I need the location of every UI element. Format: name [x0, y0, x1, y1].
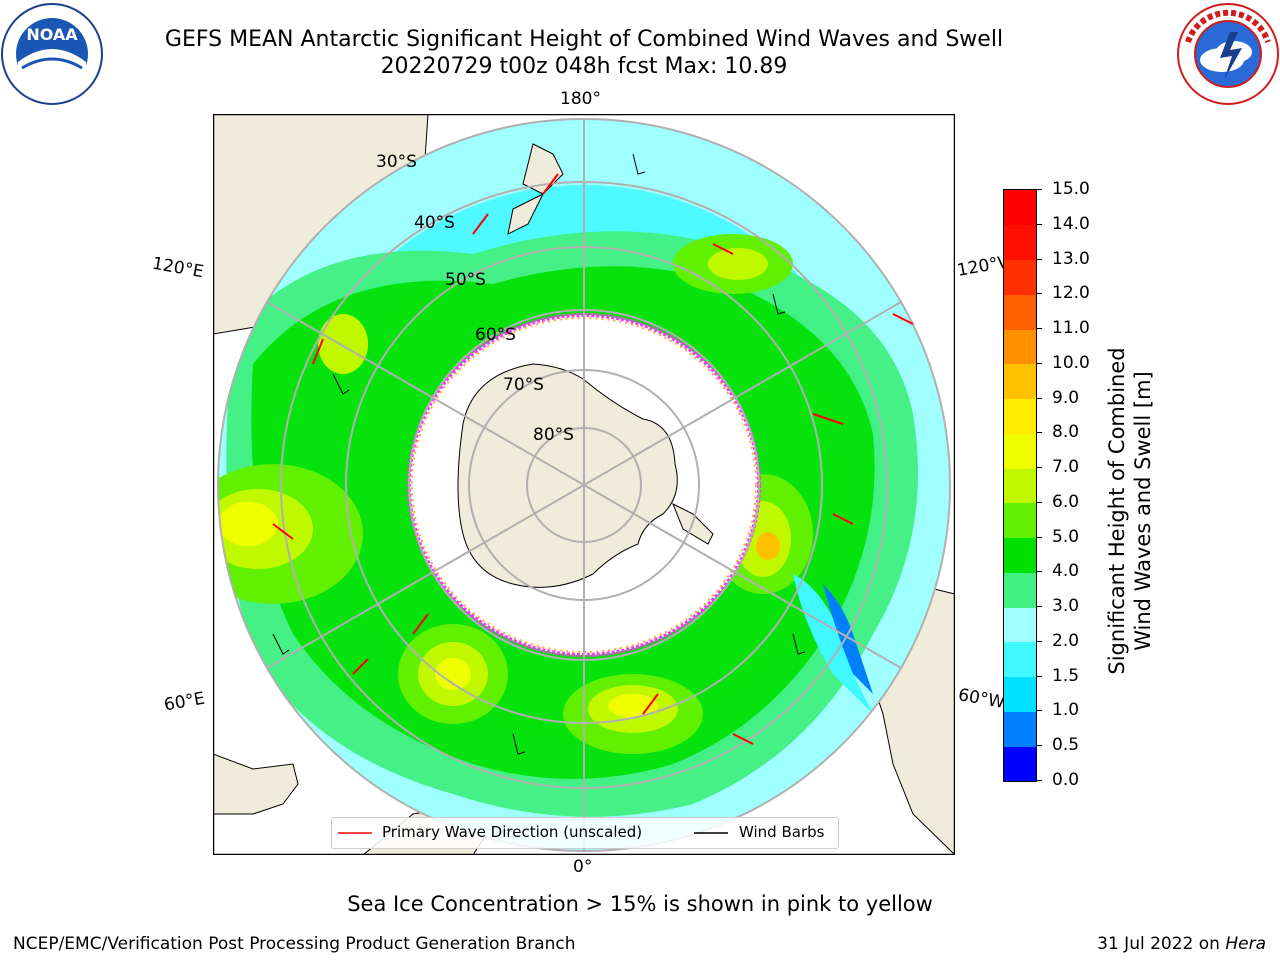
colorbar-tick — [1036, 745, 1042, 747]
footer-date: 31 Jul 2022 on Hera — [1097, 934, 1266, 954]
colorbar-title-line1: Significant Height of Combined — [1105, 347, 1129, 675]
colorbar-tick — [1036, 606, 1042, 608]
colorbar-segment — [1004, 572, 1036, 608]
colorbar-segment — [1004, 676, 1036, 712]
colorbar-tick-label: 5.0 — [1052, 526, 1080, 547]
colorbar-segment — [1004, 641, 1036, 678]
map — [212, 113, 956, 857]
colorbar-tick — [1036, 397, 1042, 399]
lat-label-30s: 30°S — [376, 152, 417, 172]
colorbar-tick — [1036, 536, 1042, 538]
footer-date-text: 31 Jul 2022 on — [1097, 934, 1220, 954]
colorbar-segment — [1004, 537, 1036, 573]
colorbar-tick — [1036, 710, 1042, 712]
colorbar-tick-label: 3.0 — [1052, 596, 1080, 617]
colorbar-tick — [1036, 640, 1042, 642]
lon-label-120e: 120°E — [150, 253, 206, 283]
colorbar-tick — [1036, 223, 1042, 225]
noaa-logo: NOAA — [0, 2, 104, 106]
colorbar-tick-label: 8.0 — [1052, 422, 1080, 443]
colorbar-tick — [1036, 432, 1042, 434]
colorbar-tick-label: 1.0 — [1052, 700, 1080, 721]
colorbar-tick — [1036, 780, 1042, 781]
colorbar-tick-label: 7.0 — [1052, 457, 1080, 478]
colorbar-segment — [1004, 711, 1036, 747]
sea-ice-note: Sea Ice Concentration > 15% is shown in … — [347, 892, 933, 916]
colorbar-segment — [1004, 607, 1036, 643]
lon-label-180: 180° — [560, 89, 601, 109]
colorbar-tick-label: 1.5 — [1052, 665, 1080, 686]
colorbar-tick-label: 13.0 — [1052, 248, 1090, 269]
noaa-logo-text: NOAA — [26, 25, 78, 44]
land-africa — [212, 753, 299, 815]
colorbar-tick-label: 10.0 — [1052, 352, 1090, 373]
colorbar-tick — [1036, 258, 1042, 260]
chart-title: GEFS MEAN Antarctic Significant Height o… — [164, 27, 1004, 52]
colorbar-segment — [1004, 329, 1036, 365]
lon-label-60e: 60°E — [162, 688, 207, 716]
colorbar-segment — [1004, 363, 1036, 400]
colorbar-tick-label: 9.0 — [1052, 387, 1080, 408]
colorbar-tick-label: 0.0 — [1052, 770, 1080, 790]
colorbar-segment — [1004, 190, 1036, 226]
colorbar-tick — [1036, 189, 1042, 190]
colorbar-segment — [1004, 398, 1036, 434]
colorbar-tick-label: 6.0 — [1052, 491, 1080, 512]
colorbar-segment — [1004, 502, 1036, 539]
colorbar-title: Significant Height of Combined Wind Wave… — [1104, 261, 1156, 761]
colorbar-tick — [1036, 362, 1042, 364]
colorbar-tick-label: 2.0 — [1052, 630, 1080, 651]
colorbar-tick-label: 4.0 — [1052, 561, 1080, 582]
lat-label-60s: 60°S — [475, 325, 516, 345]
legend-label-wind-barbs: Wind Barbs — [739, 823, 825, 841]
colorbar-tick — [1036, 675, 1042, 677]
colorbar-tick — [1036, 571, 1042, 573]
colorbar-tick-label: 0.5 — [1052, 735, 1080, 756]
nws-logo — [1176, 2, 1280, 106]
legend: Primary Wave Direction (unscaled) Wind B… — [331, 817, 839, 849]
colorbar-segment — [1004, 294, 1036, 330]
colorbar-segment — [1004, 433, 1036, 469]
colorbar-tick — [1036, 328, 1042, 330]
colorbar-title-line2: Wind Waves and Swell [m] — [1131, 371, 1155, 651]
colorbar — [1003, 189, 1037, 782]
colorbar-tick — [1036, 501, 1042, 503]
lat-label-40s: 40°S — [414, 213, 455, 233]
colorbar-tick — [1036, 467, 1042, 469]
lon-label-0: 0° — [573, 857, 593, 877]
colorbar-segment — [1004, 259, 1036, 295]
colorbar-tick — [1036, 293, 1042, 295]
colorbar-segment — [1004, 468, 1036, 504]
colorbar-segment — [1004, 224, 1036, 260]
lat-label-80s: 80°S — [533, 425, 574, 445]
colorbar-tick-label: 14.0 — [1052, 213, 1090, 234]
lat-label-50s: 50°S — [445, 270, 486, 290]
chart-subtitle: 20220729 t00z 048h fcst Max: 10.89 — [380, 54, 788, 79]
colorbar-tick-label: 11.0 — [1052, 318, 1090, 339]
footer-machine: Hera — [1225, 934, 1266, 954]
footer-credit: NCEP/EMC/Verification Post Processing Pr… — [13, 934, 576, 954]
legend-label-wave-direction: Primary Wave Direction (unscaled) — [382, 823, 643, 841]
lat-label-70s: 70°S — [503, 375, 544, 395]
colorbar-tick-label: 15.0 — [1052, 179, 1090, 199]
colorbar-segment — [1004, 746, 1036, 782]
lon-label-60w: 60°W — [956, 685, 1007, 713]
colorbar-tick-label: 12.0 — [1052, 283, 1090, 304]
